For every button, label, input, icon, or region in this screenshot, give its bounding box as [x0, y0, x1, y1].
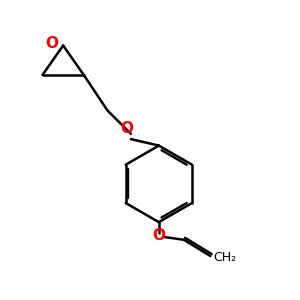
Text: CH₂: CH₂	[214, 251, 237, 264]
Text: O: O	[152, 228, 165, 243]
Text: O: O	[120, 121, 133, 136]
Text: O: O	[46, 37, 59, 52]
